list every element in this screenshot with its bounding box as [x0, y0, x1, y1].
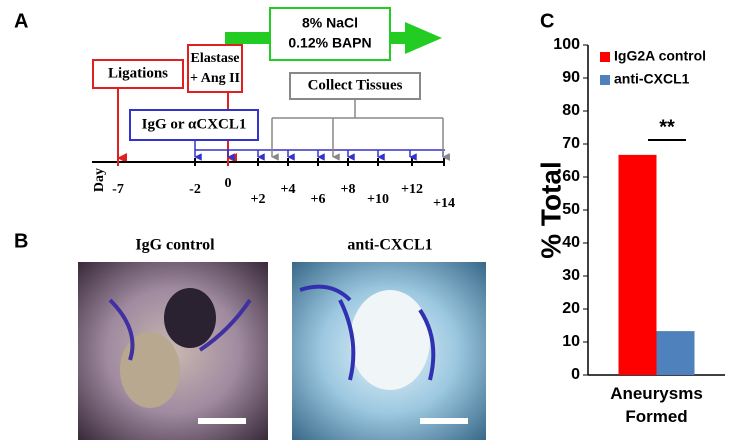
axis-label: Day — [92, 168, 107, 192]
injection-box — [129, 109, 259, 141]
y-tick-label: 50 — [562, 201, 580, 218]
y-tick-label: 40 — [562, 234, 580, 251]
injection-text: IgG or αCXCL1 — [142, 116, 247, 132]
legend-label: IgG2A control — [614, 48, 706, 64]
legend-swatch — [600, 75, 610, 85]
y-tick-label: 80 — [562, 102, 580, 119]
day-label: +12 — [401, 182, 423, 197]
ligations-box — [92, 59, 184, 89]
day-label: -7 — [112, 182, 124, 197]
treatment-text: 0.12% BAPN — [288, 35, 371, 51]
photo — [78, 262, 268, 440]
panel-label: B — [14, 230, 28, 252]
day-label: +6 — [311, 192, 326, 207]
panel-label: A — [14, 10, 28, 32]
y-tick-label: 30 — [562, 267, 580, 284]
y-tick-label: 100 — [553, 36, 580, 53]
treatment-box — [269, 7, 391, 61]
day-label: +10 — [367, 192, 389, 207]
day-label: +2 — [251, 192, 266, 207]
annotation: ** — [659, 116, 675, 138]
elastase-text: + Ang II — [190, 71, 240, 86]
bar — [618, 154, 657, 375]
treatment-text: 8% NaCl — [302, 15, 358, 31]
photo-title: IgG control — [135, 237, 215, 254]
day-label: +14 — [433, 196, 455, 211]
day-label: 0 — [225, 176, 232, 191]
day-label: +8 — [341, 182, 356, 197]
y-tick-label: 10 — [562, 333, 580, 350]
ligations-text: Ligations — [108, 65, 168, 81]
panel-label: C — [540, 10, 554, 32]
y-axis-label: % Total — [535, 161, 566, 258]
bar — [656, 331, 695, 375]
collect-text: Collect Tissues — [308, 77, 403, 93]
photo — [292, 262, 486, 440]
legend-swatch — [600, 52, 610, 62]
day-label: -2 — [189, 182, 201, 197]
day-label: +4 — [281, 182, 296, 197]
y-tick-label: 90 — [562, 69, 580, 86]
y-tick-label: 20 — [562, 300, 580, 317]
y-tick-label: 0 — [571, 366, 580, 383]
y-tick-label: 70 — [562, 135, 580, 152]
elastase-text: Elastase — [191, 51, 240, 66]
collect-bracket — [271, 99, 444, 146]
legend-label: anti-CXCL1 — [614, 71, 690, 87]
photo-title: anti-CXCL1 — [347, 237, 432, 254]
x-tick-label: Aneurysms Formed — [610, 384, 703, 426]
elastase-box — [187, 44, 243, 93]
y-tick-label: 60 — [562, 168, 580, 185]
collect-box — [289, 72, 421, 100]
